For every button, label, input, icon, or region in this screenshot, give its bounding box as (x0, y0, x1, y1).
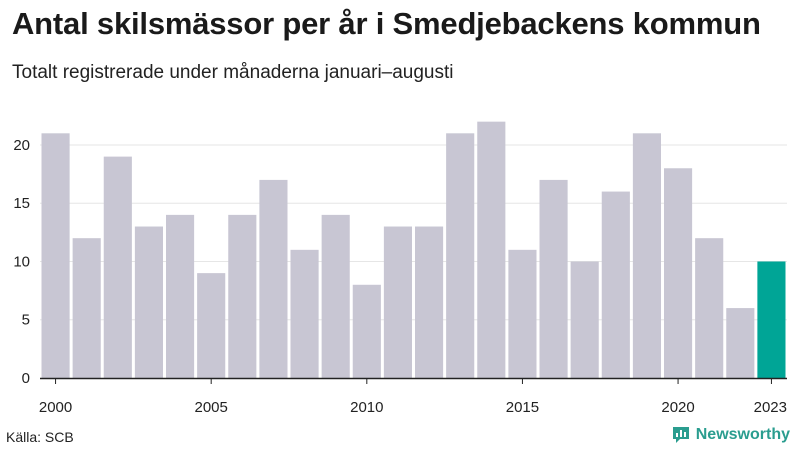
bar-2018 (601, 191, 630, 378)
bar-2016 (539, 179, 568, 378)
y-tick-label-15: 15 (13, 195, 30, 212)
bar-2004 (166, 214, 195, 378)
brand-name: Newsworthy (695, 426, 790, 443)
bar-2001 (72, 238, 101, 378)
y-tick-label-0: 0 (22, 370, 30, 387)
bar-2023 (757, 261, 786, 378)
y-tick-label-10: 10 (13, 253, 30, 270)
gridlines (40, 144, 787, 321)
bar-2020 (664, 168, 693, 378)
bar-2000 (41, 133, 70, 378)
bar-2010 (352, 284, 381, 378)
brand-logo: Newsworthy (671, 426, 790, 444)
bar-2009 (321, 214, 350, 378)
x-tick-label-2015: 2015 (506, 399, 539, 416)
bar-2008 (290, 249, 319, 378)
source-note: Källa: SCB (6, 429, 74, 445)
x-tick-label-2010: 2010 (350, 399, 383, 416)
bar-2014 (477, 121, 506, 379)
chart-subtitle: Totalt registrerade under månaderna janu… (12, 62, 454, 83)
bar-2002 (103, 156, 132, 378)
x-tick-label-2000: 2000 (39, 399, 72, 416)
bar-2021 (695, 238, 724, 378)
newsworthy-logo-icon (672, 427, 689, 443)
x-tick-label-2020: 2020 (661, 399, 694, 416)
bar-2011 (383, 226, 412, 378)
bar-2017 (570, 261, 599, 378)
bars (41, 121, 786, 379)
bar-2007 (259, 179, 288, 378)
bar-2015 (508, 249, 537, 378)
bar-2019 (632, 133, 661, 378)
bar-2013 (446, 133, 475, 378)
axes: 0 5 10 15 20 2000 2005 2010 2015 2020 2023 (13, 137, 787, 416)
y-tick-label-5: 5 (22, 312, 30, 329)
chart-title: Antal skilsmässor per år i Smedjebackens… (12, 6, 761, 41)
bar-2003 (134, 226, 163, 378)
bar-2022 (726, 308, 755, 378)
y-tick-label-20: 20 (13, 137, 30, 154)
x-tick-label-2023: 2023 (754, 399, 787, 416)
x-tick-label-2005: 2005 (195, 399, 228, 416)
bar-2012 (415, 226, 444, 378)
bar-2005 (197, 273, 226, 378)
bar-2006 (228, 214, 257, 378)
